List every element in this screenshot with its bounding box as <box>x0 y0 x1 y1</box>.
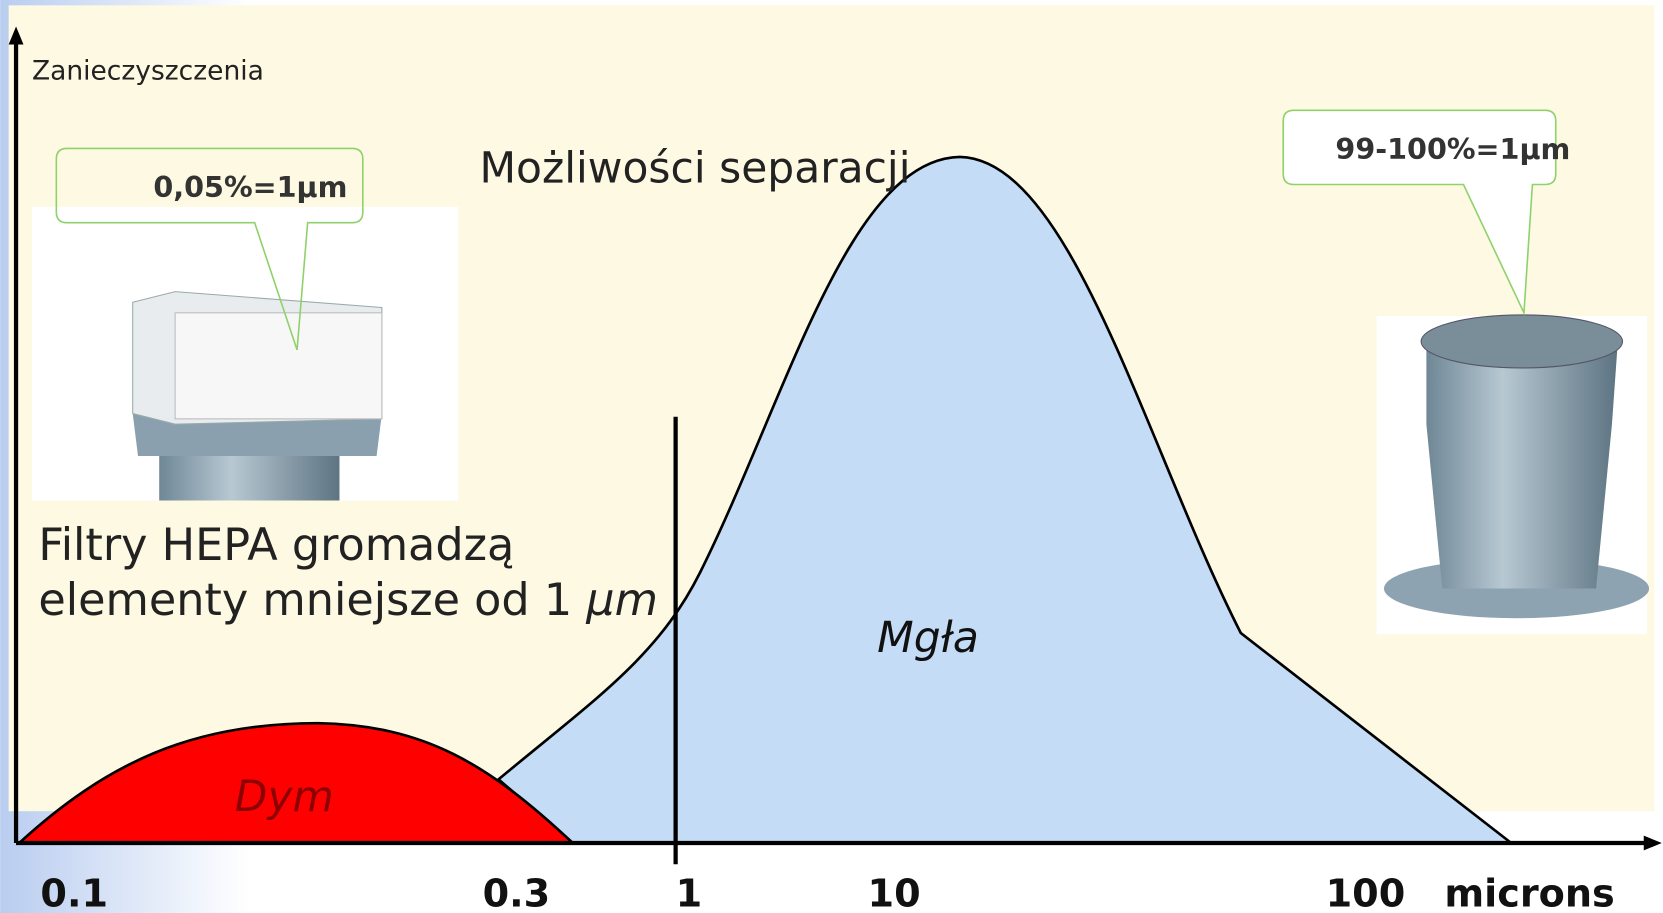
region-label: Dym <box>235 773 334 822</box>
x-unit: microns <box>1444 873 1614 913</box>
note-unit: µm <box>585 574 658 626</box>
separator-image <box>1377 315 1650 634</box>
diagram: 0,05%=1µm 99-100%=1µm Zanieczyszczenia M… <box>0 0 1663 913</box>
title: Możliwości separacji <box>479 144 910 193</box>
x-label: 0.1 <box>40 873 108 913</box>
x-label: 0.3 <box>483 873 551 913</box>
callout-label: 99-100%=1µm <box>1335 132 1570 166</box>
y-axis-label: Zanieczyszczenia <box>32 56 264 87</box>
x-label: 100 <box>1326 873 1406 913</box>
callout-label: 0,05%=1µm <box>153 170 347 204</box>
note-line: elementy mniejsze od 1 <box>38 574 586 626</box>
note: elementy mniejsze od 1 µm <box>38 574 658 626</box>
x-label: 1 <box>676 873 703 913</box>
region-label: Mgła <box>877 614 979 663</box>
page: 0,05%=1µm 99-100%=1µm Zanieczyszczenia M… <box>0 0 1663 913</box>
hepa-filter-image <box>32 207 458 501</box>
note: Filtry HEPA gromadzą <box>38 519 514 571</box>
x-label: 10 <box>868 873 921 913</box>
